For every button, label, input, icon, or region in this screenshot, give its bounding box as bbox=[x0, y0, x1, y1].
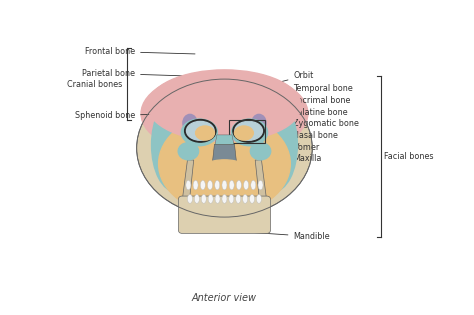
Ellipse shape bbox=[203, 77, 296, 181]
Ellipse shape bbox=[237, 180, 241, 190]
Text: Temporal bone: Temporal bone bbox=[265, 84, 353, 98]
Ellipse shape bbox=[208, 194, 213, 203]
Ellipse shape bbox=[244, 180, 248, 190]
Ellipse shape bbox=[229, 194, 234, 203]
Ellipse shape bbox=[197, 160, 252, 186]
Text: Vomer: Vomer bbox=[246, 143, 319, 152]
Ellipse shape bbox=[236, 194, 241, 203]
Text: Cranial bones: Cranial bones bbox=[67, 80, 123, 89]
Ellipse shape bbox=[196, 126, 214, 140]
Text: Orbit: Orbit bbox=[257, 72, 314, 88]
Text: Frontal bone: Frontal bone bbox=[85, 47, 195, 56]
Bar bbox=[229, 120, 265, 143]
Ellipse shape bbox=[159, 114, 290, 214]
Ellipse shape bbox=[215, 180, 220, 190]
Ellipse shape bbox=[187, 194, 192, 203]
Ellipse shape bbox=[222, 194, 227, 203]
Text: Facial bones: Facial bones bbox=[384, 152, 434, 161]
Ellipse shape bbox=[183, 114, 197, 132]
Ellipse shape bbox=[186, 180, 191, 190]
Text: Palatine bone: Palatine bone bbox=[249, 107, 348, 117]
Ellipse shape bbox=[233, 120, 264, 142]
Ellipse shape bbox=[256, 194, 262, 203]
Ellipse shape bbox=[201, 180, 205, 190]
Ellipse shape bbox=[186, 122, 214, 140]
Ellipse shape bbox=[201, 194, 206, 203]
Ellipse shape bbox=[193, 180, 198, 190]
Polygon shape bbox=[212, 144, 237, 169]
Ellipse shape bbox=[249, 194, 255, 203]
Ellipse shape bbox=[229, 180, 234, 190]
Ellipse shape bbox=[215, 194, 220, 203]
FancyBboxPatch shape bbox=[178, 196, 271, 233]
Ellipse shape bbox=[252, 114, 266, 132]
Text: Nasal bone: Nasal bone bbox=[246, 131, 338, 140]
Ellipse shape bbox=[258, 180, 263, 190]
Ellipse shape bbox=[185, 120, 216, 142]
Ellipse shape bbox=[208, 180, 212, 190]
Ellipse shape bbox=[251, 180, 256, 190]
Ellipse shape bbox=[178, 143, 199, 160]
Ellipse shape bbox=[235, 122, 263, 140]
Ellipse shape bbox=[153, 77, 246, 181]
Ellipse shape bbox=[250, 143, 271, 160]
Text: Mandible: Mandible bbox=[237, 232, 330, 241]
Ellipse shape bbox=[137, 79, 312, 217]
Text: Anterior view: Anterior view bbox=[192, 293, 257, 303]
Ellipse shape bbox=[182, 119, 218, 146]
Ellipse shape bbox=[152, 98, 200, 192]
Ellipse shape bbox=[222, 180, 227, 190]
Ellipse shape bbox=[249, 98, 297, 192]
Ellipse shape bbox=[194, 194, 200, 203]
Ellipse shape bbox=[235, 126, 253, 140]
Text: Zygomatic bone: Zygomatic bone bbox=[255, 119, 359, 129]
Polygon shape bbox=[182, 160, 194, 201]
Text: Maxilla: Maxilla bbox=[246, 154, 322, 163]
Ellipse shape bbox=[231, 119, 268, 146]
Ellipse shape bbox=[141, 71, 308, 156]
Polygon shape bbox=[215, 135, 234, 144]
Text: Lacrimal bone: Lacrimal bone bbox=[249, 96, 351, 106]
Text: Sphenoid bone: Sphenoid bone bbox=[75, 111, 170, 120]
Ellipse shape bbox=[243, 194, 247, 203]
Text: Parietal bone: Parietal bone bbox=[82, 69, 184, 78]
Polygon shape bbox=[255, 160, 267, 201]
Ellipse shape bbox=[147, 70, 301, 142]
